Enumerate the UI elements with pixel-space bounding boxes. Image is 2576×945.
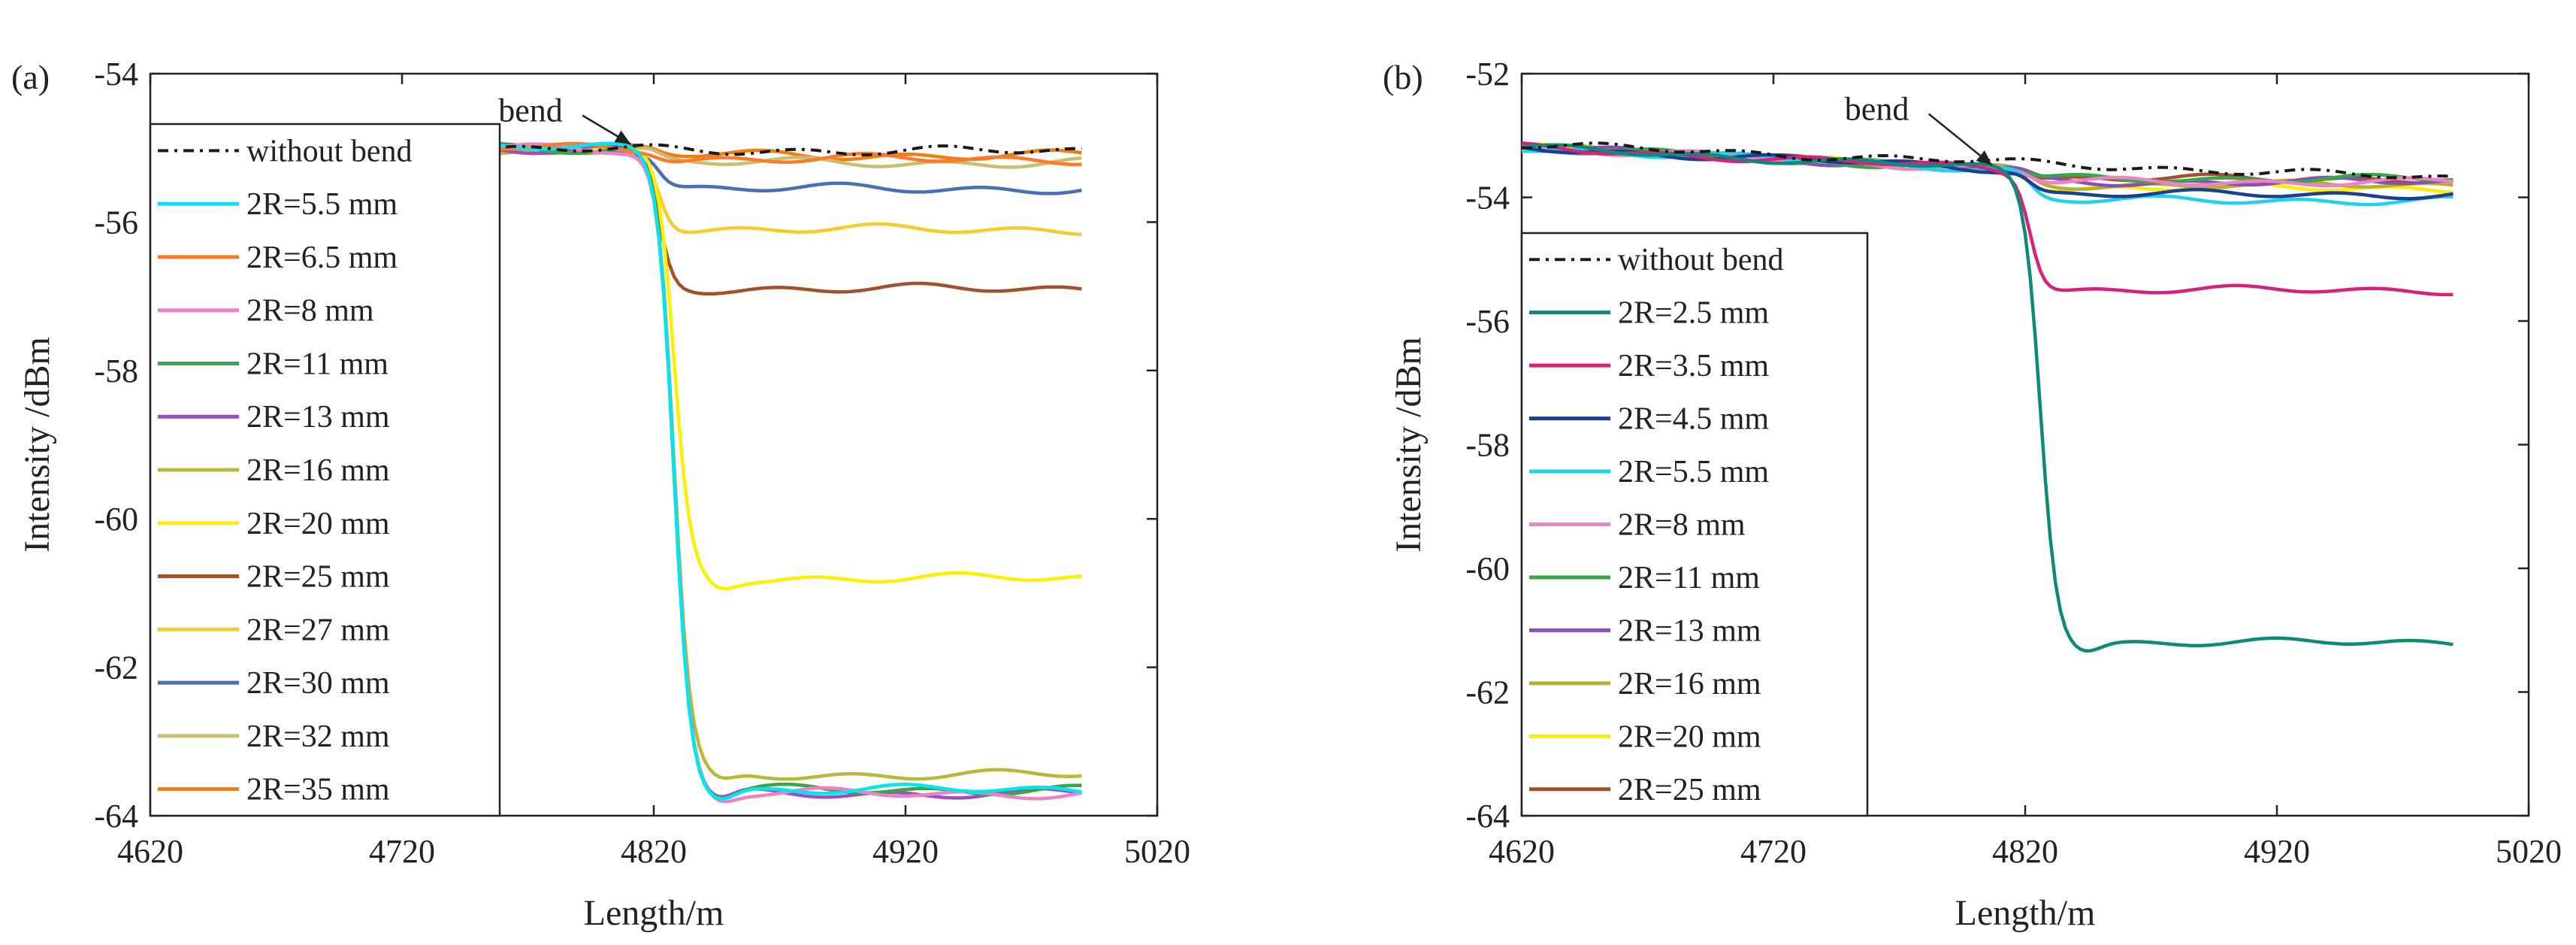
series-group (1522, 141, 2454, 653)
x-axis-label: Length/m (1955, 893, 2096, 933)
panel-b: 4620 4720 4820 4920 5020 -52 -54 -56 -58 -60 -62 -6… (1383, 56, 2562, 933)
legend-label: 2R=32 mm (246, 719, 390, 754)
series-line-2r-4-5-mm (1522, 145, 2454, 201)
legend-label: 2R=2.5 mm (1618, 296, 1769, 331)
bend-annotation: bend (1845, 91, 1909, 128)
x-axis-label: Length/m (584, 893, 724, 933)
x-tick-label: 4620 (117, 833, 183, 870)
legend-label: 2R=35 mm (246, 773, 390, 807)
legend-label: 2R=8 mm (246, 294, 374, 329)
bend-arrow-head (614, 130, 631, 144)
x-tick-label: 4720 (1740, 833, 1807, 870)
legend-label: without bend (246, 134, 412, 168)
x-tick-label: 4820 (1992, 833, 2058, 870)
legend-label: 2R=11 mm (1618, 561, 1760, 595)
legend-label: 2R=8 mm (1618, 508, 1746, 543)
legend-label: 2R=4.5 mm (1618, 402, 1769, 437)
legend-label: 2R=3.5 mm (1618, 349, 1769, 383)
legend-label: 2R=20 mm (246, 507, 390, 541)
legend-label: 2R=13 mm (246, 400, 390, 435)
bend-arrow-head (1976, 150, 1992, 165)
x-tick-label: 4720 (369, 833, 435, 870)
y-tick-label: -56 (94, 204, 138, 241)
y-tick-label: -58 (94, 353, 138, 389)
legend-label: 2R=25 mm (246, 560, 390, 595)
x-tick-label: 4920 (2244, 833, 2310, 870)
panel-label: (a) (11, 58, 50, 96)
y-tick-label: -54 (94, 56, 138, 92)
legend-label: without bend (1618, 243, 1783, 277)
legend-label: 2R=6.5 mm (246, 241, 398, 275)
y-tick-label: -60 (1465, 550, 1510, 587)
legend-label: 2R=25 mm (1618, 773, 1761, 807)
legend-label: 2R=11 mm (246, 347, 389, 381)
y-tick-label: -56 (1465, 303, 1510, 340)
y-axis-label: Intensity /dBm (1389, 337, 1429, 553)
y-tick-label: -60 (94, 501, 138, 538)
x-tick-label: 4920 (872, 833, 939, 870)
legend-label: 2R=5.5 mm (1618, 455, 1769, 489)
legend-label: 2R=16 mm (1618, 667, 1761, 701)
series-line-2r-2-5-mm (1522, 143, 2454, 653)
y-tick-label: -54 (1465, 180, 1510, 217)
y-axis-label: Intensity /dBm (17, 337, 57, 553)
y-tick-label: -64 (1465, 798, 1510, 834)
panel-a: 4620 4720 4820 4920 5020 -54 -56 -58 -60 -62 -64 Le… (11, 56, 1190, 933)
x-tick-label: 5020 (2496, 833, 2562, 870)
panel-label: (b) (1383, 58, 1423, 96)
legend-label: 2R=5.5 mm (246, 187, 398, 222)
y-tick-label: -58 (1465, 427, 1510, 464)
y-tick-label: -52 (1465, 56, 1510, 92)
legend-label: 2R=16 mm (246, 453, 390, 488)
legend-label: 2R=20 mm (1618, 719, 1761, 754)
y-tick-label: -62 (94, 650, 138, 686)
x-tick-label: 4820 (621, 833, 687, 870)
y-tick-label: -62 (1465, 674, 1510, 711)
legend-label: 2R=13 mm (1618, 613, 1761, 648)
bend-annotation: bend (498, 92, 563, 129)
legend-label: 2R=27 mm (246, 613, 390, 647)
y-tick-label: -64 (94, 798, 138, 834)
x-tick-label: 4620 (1489, 833, 1555, 870)
x-tick-label: 5020 (1124, 833, 1190, 870)
legend-label: 2R=30 mm (246, 666, 390, 701)
